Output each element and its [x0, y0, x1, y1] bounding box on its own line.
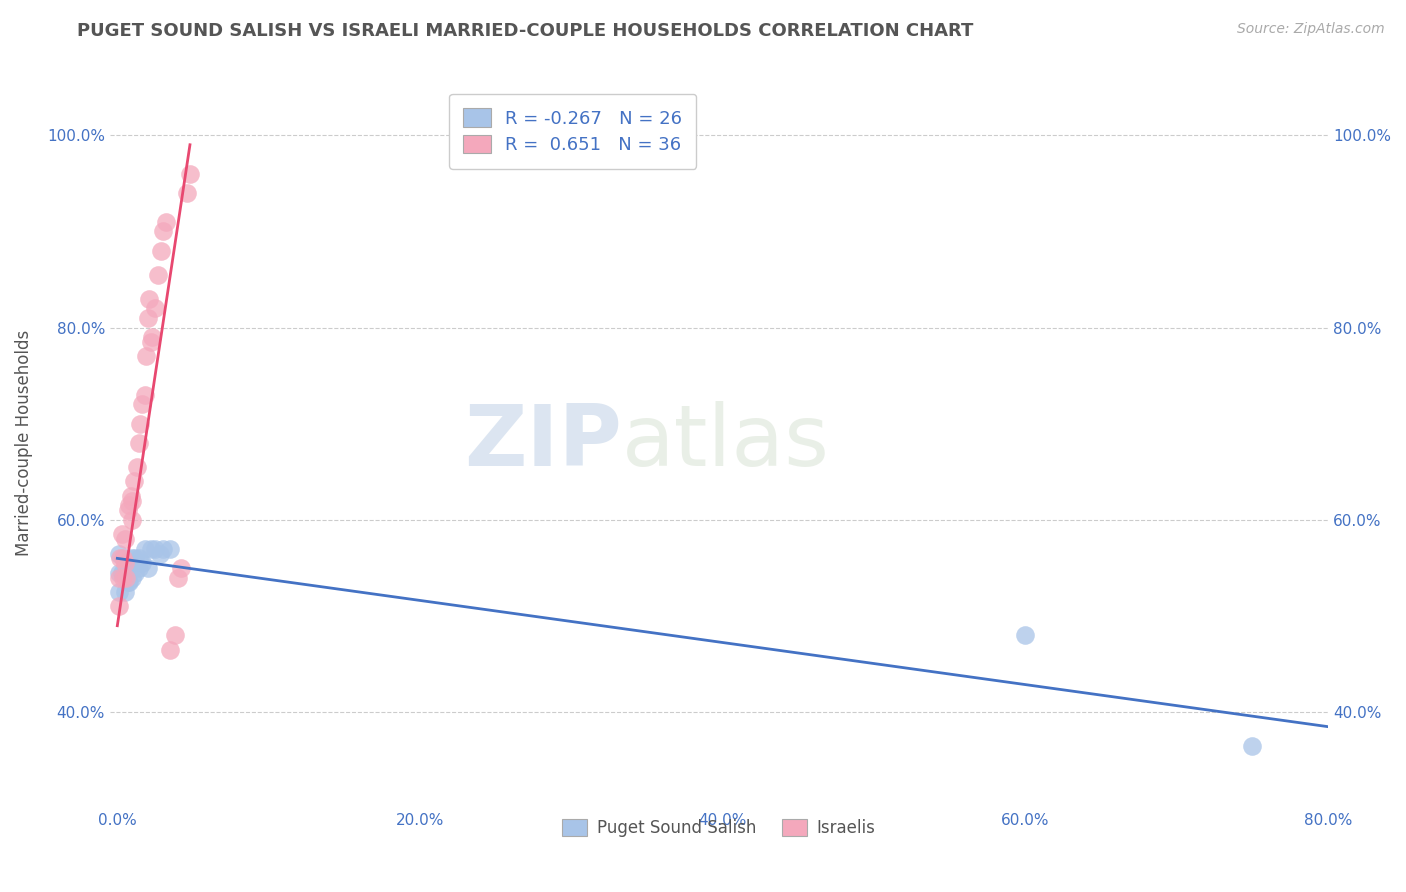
Point	[112, 571, 135, 585]
Point	[118, 575, 141, 590]
Point	[143, 301, 166, 316]
Point	[108, 566, 131, 580]
Y-axis label: Married-couple Households: Married-couple Households	[15, 330, 32, 556]
Point	[170, 561, 193, 575]
Point	[148, 268, 170, 282]
Point	[108, 547, 131, 561]
Point	[114, 585, 136, 599]
Point	[110, 551, 132, 566]
Point	[166, 571, 188, 585]
Legend: Puget Sound Salish, Israelis: Puget Sound Salish, Israelis	[555, 813, 882, 844]
Point	[131, 397, 153, 411]
Point	[135, 350, 157, 364]
Point	[131, 556, 153, 570]
Point	[121, 513, 143, 527]
Point	[121, 493, 143, 508]
Point	[120, 489, 142, 503]
Point	[163, 628, 186, 642]
Point	[152, 224, 174, 238]
Point	[128, 436, 150, 450]
Point	[136, 310, 159, 325]
Point	[159, 642, 181, 657]
Point	[114, 566, 136, 580]
Point	[112, 551, 135, 566]
Point	[155, 215, 177, 229]
Point	[117, 575, 139, 590]
Point	[121, 551, 143, 566]
Point	[159, 541, 181, 556]
Point	[115, 571, 138, 585]
Point	[114, 532, 136, 546]
Point	[122, 475, 145, 489]
Point	[124, 566, 146, 580]
Point	[129, 417, 152, 431]
Point	[117, 556, 139, 570]
Point	[121, 571, 143, 585]
Text: ZIP: ZIP	[464, 401, 621, 484]
Point	[141, 330, 163, 344]
Point	[150, 244, 173, 258]
Point	[125, 460, 148, 475]
Point	[136, 561, 159, 575]
Point	[117, 503, 139, 517]
Point	[176, 186, 198, 200]
Point	[108, 599, 131, 614]
Point	[108, 571, 131, 585]
Point	[118, 499, 141, 513]
Point	[134, 541, 156, 556]
Point	[108, 585, 131, 599]
Point	[1014, 628, 1036, 642]
Point	[128, 561, 150, 575]
Text: Source: ZipAtlas.com: Source: ZipAtlas.com	[1237, 22, 1385, 37]
Point	[143, 541, 166, 556]
Point	[128, 551, 150, 566]
Point	[111, 527, 134, 541]
Point	[120, 556, 142, 570]
Point	[134, 388, 156, 402]
Point	[149, 547, 172, 561]
Point	[111, 566, 134, 580]
Point	[139, 541, 162, 556]
Point	[179, 167, 201, 181]
Point	[138, 292, 160, 306]
Text: PUGET SOUND SALISH VS ISRAELI MARRIED-COUPLE HOUSEHOLDS CORRELATION CHART: PUGET SOUND SALISH VS ISRAELI MARRIED-CO…	[77, 22, 974, 40]
Point	[1241, 739, 1264, 753]
Point	[139, 334, 162, 349]
Point	[152, 541, 174, 556]
Text: atlas: atlas	[621, 401, 830, 484]
Point	[124, 551, 146, 566]
Point	[114, 556, 136, 570]
